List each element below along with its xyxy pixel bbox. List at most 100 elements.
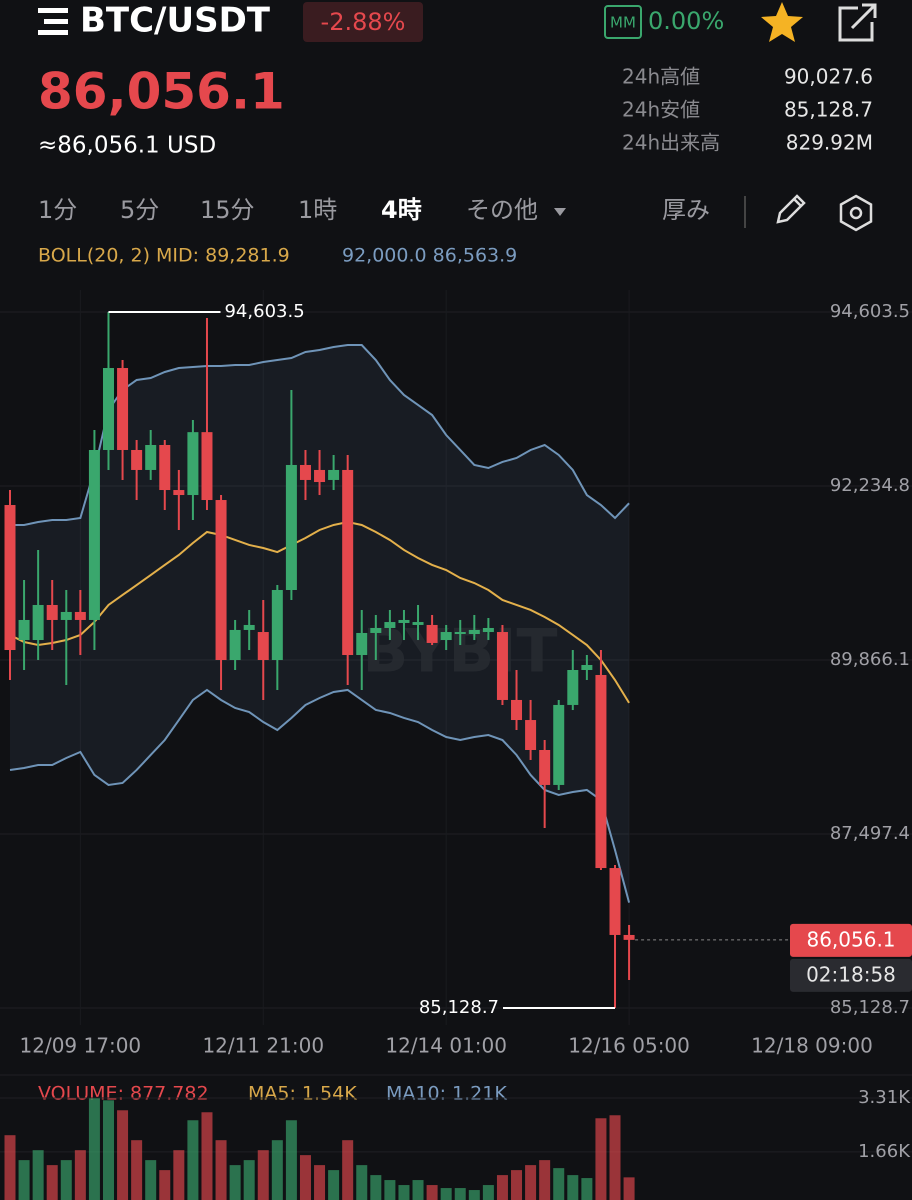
candle-body — [553, 704, 565, 785]
candle-body — [384, 622, 396, 628]
candle-body — [356, 632, 368, 656]
boll-mid — [9, 520, 630, 704]
boll-label: BOLL(20, 2) MID: 89,281.9 — [38, 245, 290, 267]
volume-bar — [482, 1185, 494, 1200]
volume-bar — [74, 1150, 86, 1200]
volume-bar — [215, 1140, 227, 1200]
volume-bar — [314, 1165, 326, 1200]
candle-body — [370, 627, 382, 633]
candle-body — [243, 624, 255, 630]
candle-body — [426, 624, 438, 643]
candle-body — [145, 444, 157, 470]
candle-body — [60, 611, 72, 620]
stat-label: 24h出来高 — [622, 131, 720, 155]
candle-body — [18, 619, 30, 641]
candle-body — [201, 432, 213, 501]
candle-body — [187, 432, 199, 496]
volume-bar — [553, 1168, 565, 1200]
share[interactable] — [838, 3, 877, 42]
candle-body — [468, 629, 480, 635]
y-tick-label: 85,128.7 — [830, 997, 910, 1018]
high-label: 94,603.5 — [224, 301, 304, 322]
volume-bar — [412, 1180, 424, 1200]
stat-value: 90,027.6 — [784, 65, 873, 89]
mm-value: 0.00% — [648, 7, 724, 35]
candle-body — [454, 632, 466, 635]
volume-bar — [201, 1112, 213, 1200]
x-tick-label: 12/16 05:00 — [568, 1034, 690, 1058]
volume-bar — [60, 1160, 72, 1200]
last-price-tag — [790, 923, 912, 957]
chart: BYBIT94,603.592,234.889,866.187,497.485,… — [0, 290, 912, 1200]
stat-label: 24h安値 — [622, 98, 700, 122]
candle-body — [173, 490, 185, 496]
mm-box — [604, 5, 642, 39]
volume-bar — [426, 1185, 438, 1200]
y-tick-label: 92,234.8 — [830, 475, 910, 496]
favorite[interactable] — [761, 2, 803, 42]
countdown-tag — [790, 958, 912, 992]
volume-bar — [131, 1140, 143, 1200]
candle-body — [412, 622, 424, 625]
change: -2.88% — [321, 8, 406, 36]
last-price-label: 86,056.1 — [806, 927, 895, 951]
timeframe-tab[interactable]: 5分 — [120, 196, 159, 224]
volume-bar — [88, 1098, 100, 1200]
price: 86,056.1 — [38, 63, 285, 121]
pair[interactable]: BTC/USDT — [80, 1, 271, 41]
candle-body — [285, 464, 297, 591]
volume-bar — [46, 1165, 58, 1200]
volume-bar — [342, 1140, 354, 1200]
x-tick-label: 12/09 17:00 — [20, 1034, 142, 1058]
mm-badge: MM — [610, 14, 636, 32]
volume-bar — [370, 1175, 382, 1200]
volume-bar — [623, 1177, 635, 1200]
candle-body — [32, 604, 44, 641]
candle-body — [74, 611, 86, 620]
volume-bar — [229, 1165, 241, 1200]
timeframe-tab[interactable]: 厚み — [662, 196, 710, 224]
stat-value: 829.92M — [786, 131, 873, 155]
x-tick-label: 12/18 09:00 — [751, 1034, 873, 1058]
volume-bar — [299, 1155, 311, 1200]
volume-bar — [525, 1165, 537, 1200]
volume-bar — [384, 1180, 396, 1200]
timeframe-tab[interactable]: 4時 — [381, 196, 422, 224]
volume-bar — [595, 1118, 607, 1200]
volume-bar — [159, 1170, 171, 1200]
volume-bar — [496, 1175, 508, 1200]
menu-icon[interactable] — [38, 8, 68, 35]
volume-bar — [32, 1150, 44, 1200]
candle-body — [314, 469, 326, 483]
volume-tick-label: 3.31K — [858, 1087, 911, 1108]
volume-bar — [454, 1188, 466, 1200]
y-tick-label: 94,603.5 — [830, 301, 910, 322]
volume-bar — [257, 1150, 269, 1200]
timeframe-tab[interactable]: 1時 — [298, 196, 337, 224]
volume-bar — [145, 1160, 157, 1200]
timeframe-tab[interactable]: 15分 — [200, 196, 255, 224]
volume-bar — [511, 1170, 523, 1200]
timeframe-tab[interactable]: 1分 — [38, 196, 77, 224]
candle-body — [609, 868, 621, 935]
draw-tool[interactable] — [776, 194, 806, 224]
stat-value: 85,128.7 — [784, 98, 873, 122]
volume-bar — [356, 1165, 368, 1200]
volume-bar — [285, 1120, 297, 1200]
settings[interactable] — [839, 194, 873, 232]
volume-bar — [567, 1175, 579, 1200]
volume-bar — [328, 1170, 340, 1200]
volume-bar — [398, 1185, 410, 1200]
countdown: 02:18:58 — [806, 962, 896, 986]
candle-body — [482, 627, 494, 633]
candle-body — [581, 665, 593, 670]
tabs: 1分 5分 15分 1時 4時 その他 厚み — [38, 196, 710, 224]
volume-bar — [440, 1188, 452, 1200]
candle-body — [271, 590, 283, 661]
candle-body — [511, 699, 523, 721]
candle-body — [4, 505, 16, 651]
candle-body — [46, 604, 58, 620]
timeframe-tab[interactable]: その他 — [466, 196, 538, 224]
y-tick-label: 87,497.4 — [830, 823, 910, 844]
